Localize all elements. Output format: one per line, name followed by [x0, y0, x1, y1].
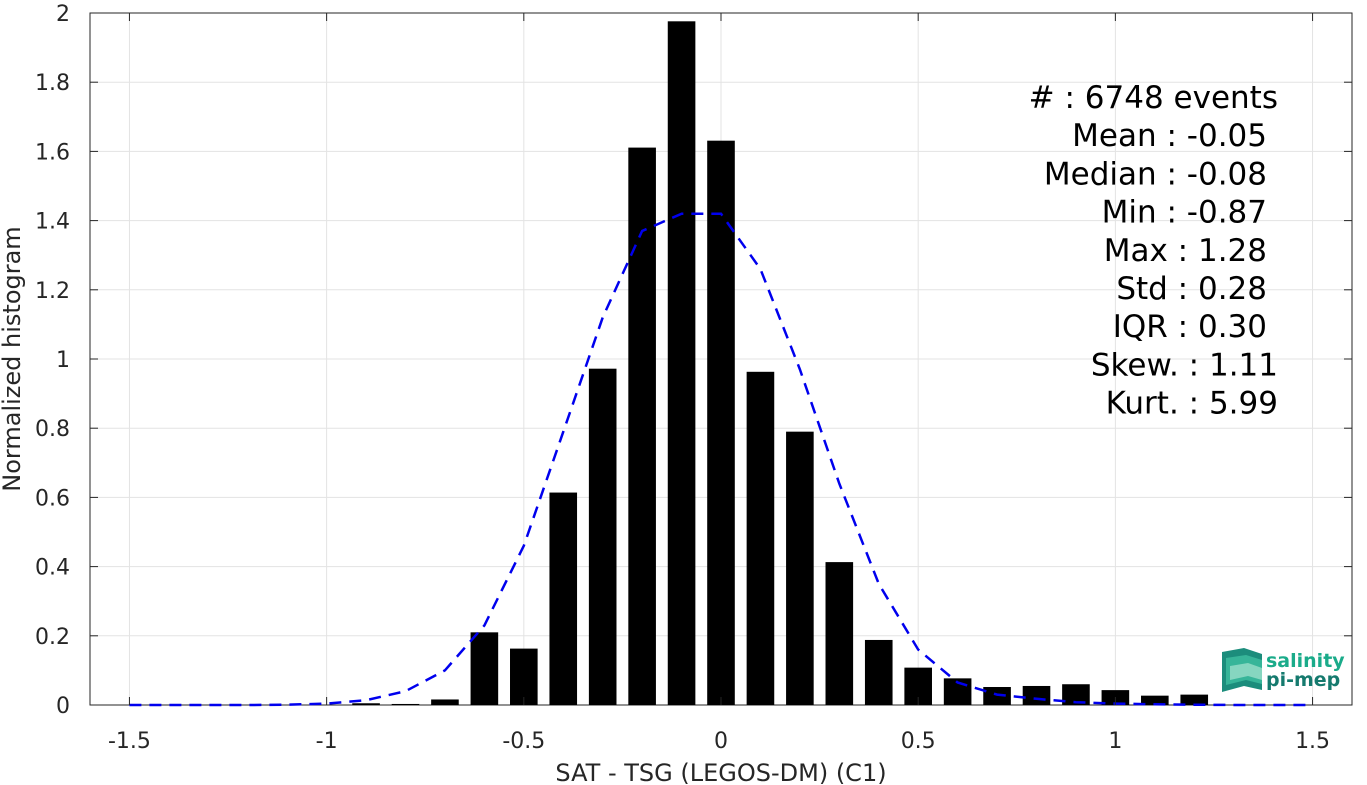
x-tick-label: -1.5 [108, 729, 151, 754]
ticks [90, 12, 1352, 706]
histogram-bar [588, 368, 617, 705]
stat-line: Kurt. : 5.99 [1106, 386, 1278, 422]
y-tick-labels: 0 0.2 0.4 0.6 0.8 1 1.2 1.4 1.6 1.8 2 [35, 2, 70, 719]
logo-line2: pi-mep [1266, 669, 1340, 691]
stat-line: Mean : -0.05 [1072, 118, 1267, 154]
histogram-bar [1141, 695, 1169, 705]
y-tick-label: 1.2 [35, 279, 70, 304]
histogram-bar [825, 562, 854, 705]
histogram-bar [983, 687, 1011, 705]
histogram-bar [707, 140, 735, 705]
x-tick-label: 1.5 [1295, 729, 1330, 754]
histogram-bar [1062, 684, 1090, 705]
histogram-bar [786, 431, 814, 705]
stat-line: Median : -0.08 [1044, 156, 1267, 192]
y-tick-label: 0.8 [35, 417, 70, 442]
histogram-bar [470, 632, 499, 705]
x-tick-label: 0 [714, 729, 728, 754]
y-tick-label: 2 [56, 2, 70, 27]
y-tick-label: 0.2 [35, 625, 70, 650]
y-tick-label: 1.6 [35, 140, 70, 165]
y-tick-label: 1 [56, 348, 70, 373]
x-tick-labels: -1.5 -1 -0.5 0 0.5 1 1.5 [108, 729, 1330, 754]
logo-mark-icon [1222, 648, 1262, 692]
stat-line: Skew. : 1.11 [1091, 347, 1278, 383]
histogram-bar [746, 371, 775, 705]
histogram-bar [549, 492, 578, 705]
histogram-bar [352, 703, 380, 705]
logo-line1: salinity [1266, 650, 1345, 672]
y-tick-label: 1.8 [35, 71, 70, 96]
histogram-bar [1022, 685, 1051, 705]
x-tick-label: -1 [316, 729, 338, 754]
y-tick-label: 0.6 [35, 486, 70, 511]
histogram-bar [510, 648, 538, 705]
y-tick-label: 1.4 [35, 210, 70, 235]
x-tick-label: 0.5 [901, 729, 936, 754]
bars [352, 21, 1209, 705]
stat-line: Min : -0.87 [1102, 195, 1267, 231]
histogram-bar [667, 21, 696, 705]
x-tick-label: 1 [1108, 729, 1122, 754]
histogram-bar [431, 699, 459, 705]
x-tick-label: -0.5 [502, 729, 545, 754]
stat-line: Std : 0.28 [1116, 271, 1267, 307]
stat-line: # : 6748 events [1029, 80, 1278, 116]
stat-line: IQR : 0.30 [1113, 309, 1267, 345]
histogram-bar [864, 639, 893, 705]
stat-line: Max : 1.28 [1104, 233, 1267, 269]
y-tick-label: 0 [56, 694, 70, 719]
x-axis-label: SAT - TSG (LEGOS-DM) (C1) [555, 759, 886, 785]
y-tick-label: 0.4 [35, 556, 70, 581]
histogram-bar [391, 703, 420, 705]
y-axis-label: Normalized histogram [0, 226, 26, 491]
histogram-bar [1180, 694, 1209, 705]
histogram-bar [628, 147, 656, 705]
salinity-pi-mep-logo: salinity pi-mep [1222, 648, 1345, 692]
